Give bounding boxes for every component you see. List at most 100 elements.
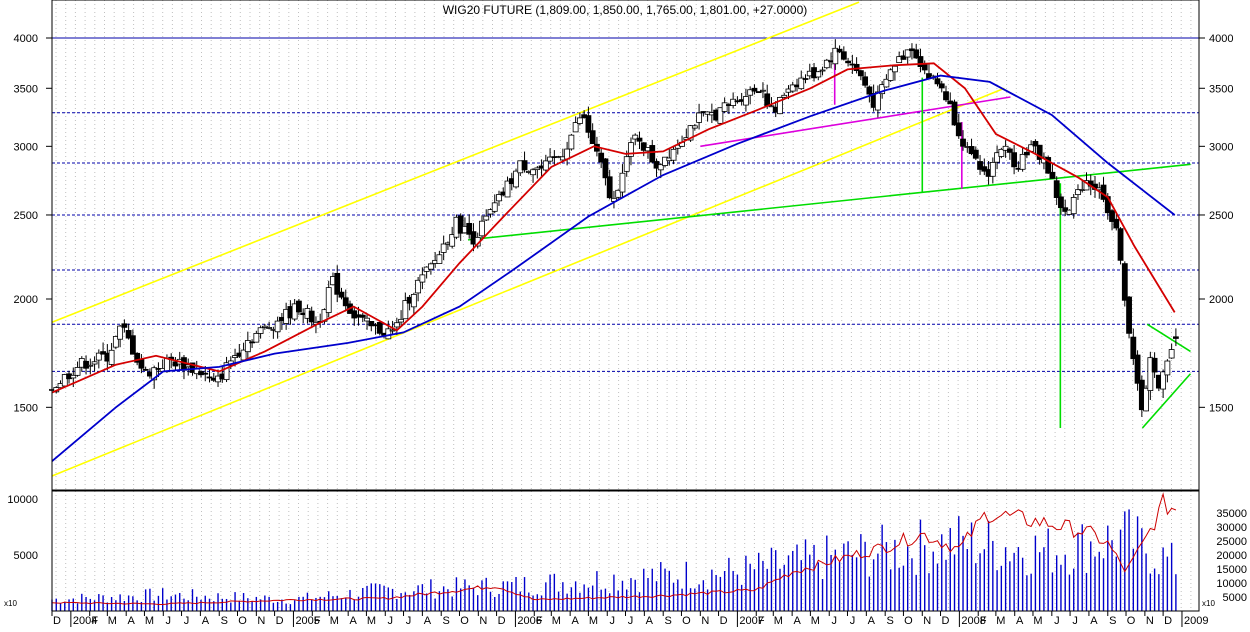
- volume-tick-label-right: 15000: [1216, 564, 1247, 576]
- x-tick-label: M: [108, 615, 117, 627]
- x-tick-label: F: [536, 615, 543, 627]
- candle-body: [819, 69, 826, 72]
- x-tick-label: 2008: [961, 615, 985, 627]
- candle-body: [504, 180, 511, 198]
- x-tick-label: 2005: [295, 615, 319, 627]
- candle-body: [1134, 354, 1141, 384]
- reference-lines: [52, 37, 1199, 372]
- x-tick-label: F: [314, 615, 321, 627]
- y-tick-label-left: 3000: [14, 141, 38, 153]
- candle-body: [479, 220, 485, 237]
- candle-body: [151, 367, 158, 381]
- y-tick-label-left: 4000: [14, 33, 38, 45]
- x-tick-label: A: [202, 615, 210, 627]
- volume-multiplier-left: x10: [4, 599, 17, 608]
- candle-body: [623, 156, 630, 172]
- x-tick-label: M: [589, 615, 598, 627]
- x-tick-label: 2009: [1184, 615, 1208, 627]
- x-tick-label: M: [774, 615, 783, 627]
- candle-body: [491, 202, 498, 212]
- y-tick-label-right: 2500: [1209, 210, 1233, 222]
- candle-body: [951, 101, 958, 126]
- x-tick-label: S: [665, 615, 672, 627]
- x-tick-label: A: [350, 615, 358, 627]
- candle-body: [368, 321, 375, 327]
- candle-body: [253, 333, 260, 343]
- candle-body: [879, 84, 886, 95]
- candle-body: [1113, 218, 1120, 229]
- candle-body: [398, 318, 404, 323]
- candle-body: [568, 134, 575, 150]
- x-tick-label: O: [1127, 615, 1136, 627]
- x-tick-label: D: [498, 615, 506, 627]
- candle-body: [359, 314, 366, 318]
- candle-body: [1002, 145, 1009, 151]
- candle-body: [410, 293, 417, 308]
- candle-body: [364, 317, 370, 322]
- x-tick-label: D: [720, 615, 728, 627]
- x-tick-label: A: [868, 615, 876, 627]
- candle-body: [994, 152, 1000, 163]
- candle-body: [768, 105, 775, 108]
- candle-body: [798, 77, 805, 90]
- candle-body: [628, 142, 634, 157]
- candle-body: [427, 263, 434, 270]
- x-tick-label: M: [145, 615, 154, 627]
- volume-average-line: [51, 492, 1177, 605]
- candle-body: [921, 63, 928, 71]
- candle-body: [83, 360, 89, 369]
- candle-body: [1109, 210, 1115, 222]
- candle-body: [955, 122, 962, 137]
- volume-panel: [51, 492, 1177, 611]
- trendline: [467, 163, 1191, 241]
- candle-body: [206, 376, 213, 379]
- x-tick-label: F: [91, 615, 98, 627]
- x-tick-label: N: [923, 615, 931, 627]
- candle-body: [138, 358, 145, 369]
- candle-body: [832, 47, 839, 65]
- x-tick-label: J: [1072, 615, 1078, 627]
- candle-body: [1019, 153, 1026, 170]
- candle-body: [802, 78, 809, 80]
- candle-body: [938, 83, 945, 89]
- x-tick-label: D: [276, 615, 284, 627]
- candle-body: [589, 130, 596, 145]
- x-tick-label: J: [166, 615, 172, 627]
- candle-body: [274, 320, 281, 333]
- candle-body: [619, 172, 626, 193]
- y-tick-label-right: 2000: [1209, 294, 1233, 306]
- candle-body: [74, 367, 81, 376]
- x-tick-label: N: [257, 615, 265, 627]
- candle-body: [164, 357, 170, 373]
- candle-body: [1006, 148, 1013, 153]
- y-tick-label-left: 3500: [14, 83, 38, 95]
- candle-body: [972, 149, 979, 159]
- candle-body: [257, 327, 264, 334]
- x-tick-label: D: [942, 615, 950, 627]
- candle-body: [202, 372, 209, 375]
- candle-body: [415, 279, 422, 294]
- candle-body: [449, 234, 456, 247]
- candle-body: [615, 189, 622, 198]
- candle-body: [189, 362, 196, 373]
- price-panel-frame: [51, 0, 1200, 491]
- candle-body: [376, 322, 383, 334]
- candle-body: [513, 170, 519, 188]
- candle-body: [261, 325, 268, 328]
- trendline: [1146, 323, 1191, 353]
- volume-tick-label-right: 5000: [1223, 592, 1247, 604]
- moving-average-blue: [51, 74, 1176, 462]
- candle-body: [142, 368, 149, 371]
- candle-body: [981, 166, 988, 172]
- candle-body: [649, 145, 656, 163]
- candle-body: [1053, 180, 1060, 199]
- y-tick-label-left: 2000: [14, 294, 38, 306]
- volume-tick-label-right: 25000: [1216, 536, 1247, 548]
- candle-body: [244, 340, 251, 353]
- candle-body: [687, 125, 694, 141]
- candle-body: [743, 96, 749, 106]
- x-tick-label: S: [443, 615, 450, 627]
- candle-body: [1036, 144, 1043, 160]
